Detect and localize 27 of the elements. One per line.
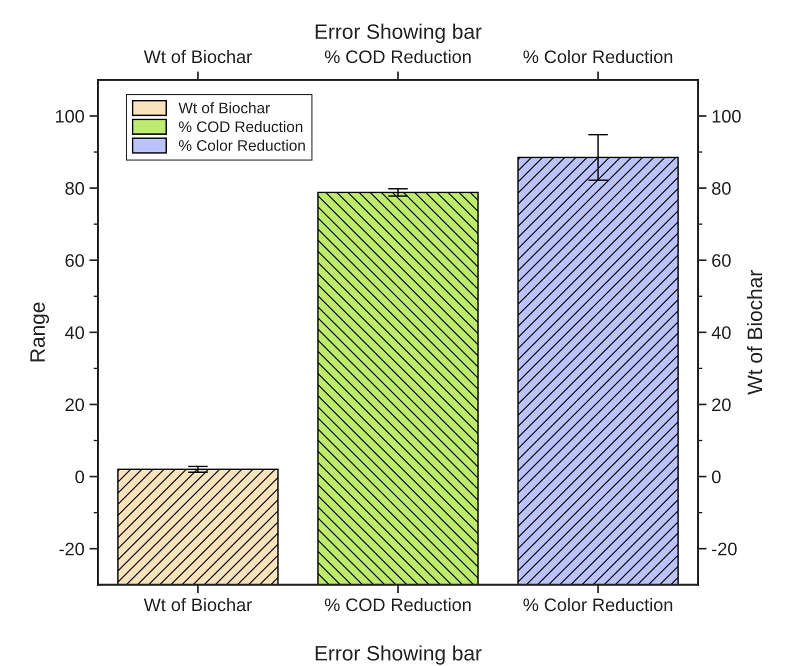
x-axis-title: Error Showing bar xyxy=(316,645,482,665)
y-tick-label: 0 xyxy=(75,470,84,484)
y2-tick-label: -20 xyxy=(712,542,737,556)
x-tick-label: Wt of Biochar xyxy=(144,598,252,612)
y2-tick-label: 0 xyxy=(712,470,721,484)
y2-tick-label: 100 xyxy=(712,110,741,123)
category-label: % Color Reduction xyxy=(523,50,672,64)
y2-axis-title: Wt of Biochar xyxy=(746,270,762,395)
y-tick-label: 80 xyxy=(65,182,84,195)
y2-tick-label: 60 xyxy=(712,254,731,267)
y-tick-label: 60 xyxy=(66,254,84,267)
y-tick-label: 20 xyxy=(66,398,84,412)
y-tick-label: 100 xyxy=(56,110,84,123)
x-tick-label: % COD Reduction xyxy=(324,598,471,612)
y-tick-label: -20 xyxy=(59,542,84,556)
y2-tick-label: 40 xyxy=(712,326,731,340)
legend-label: % Color Reduction xyxy=(178,140,305,151)
y2-tick-label: 80 xyxy=(712,182,731,195)
x-tick-label: % Color Reduction xyxy=(523,598,672,612)
y2-tick-label: 20 xyxy=(712,398,731,412)
y-axis-title: Range xyxy=(30,302,50,362)
y-tick-label: 40 xyxy=(65,326,84,340)
x2-axis-title: Error Showing bar xyxy=(316,24,482,44)
legend-label: % COD Reduction xyxy=(178,120,302,132)
category-label: % COD Reduction xyxy=(324,50,471,64)
legend-label: Wt of Biochar xyxy=(178,102,270,114)
category-label: Wt of Biochar xyxy=(144,50,252,64)
